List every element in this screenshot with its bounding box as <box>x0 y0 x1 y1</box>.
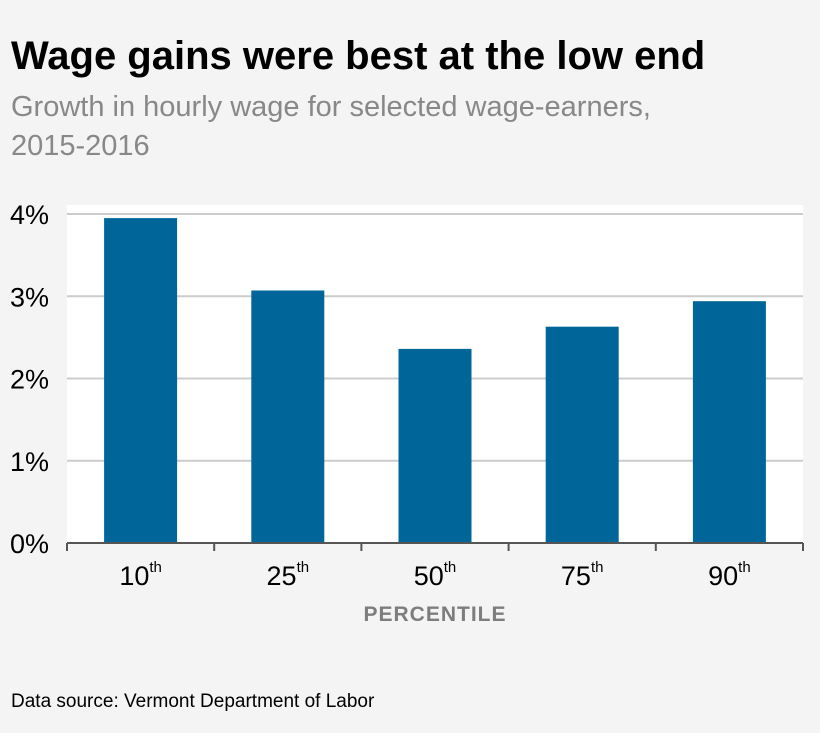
x-tick-label: 75th <box>561 559 604 591</box>
chart-subtitle: Growth in hourly wage for selected wage-… <box>11 91 651 162</box>
x-axis <box>66 542 804 551</box>
bar-10th <box>104 218 178 544</box>
x-axis-labels: 10th 25th 50th 75th 90th <box>119 559 750 591</box>
x-tick-label: 90th <box>708 559 751 591</box>
bar-90th <box>692 301 766 543</box>
y-tick-label: 0% <box>10 529 49 559</box>
y-tick-label: 2% <box>10 365 49 395</box>
x-tick-label: 10th <box>119 559 162 591</box>
y-axis: 0% 1% 2% 3% 4% <box>10 200 49 559</box>
y-tick-label: 1% <box>10 447 49 477</box>
chart-title: Wage gains were best at the low end <box>11 34 706 78</box>
bar-50th <box>398 348 472 543</box>
x-tick-label: 25th <box>267 559 310 591</box>
x-tick-label: 50th <box>414 559 457 591</box>
bars <box>104 218 766 544</box>
x-axis-title: PERCENTILE <box>363 603 506 626</box>
y-tick-label: 3% <box>10 282 49 312</box>
bar-25th <box>251 290 325 543</box>
bar-75th <box>545 326 619 543</box>
y-tick-label: 4% <box>10 200 49 230</box>
data-source: Data source: Vermont Department of Labor <box>11 691 375 712</box>
